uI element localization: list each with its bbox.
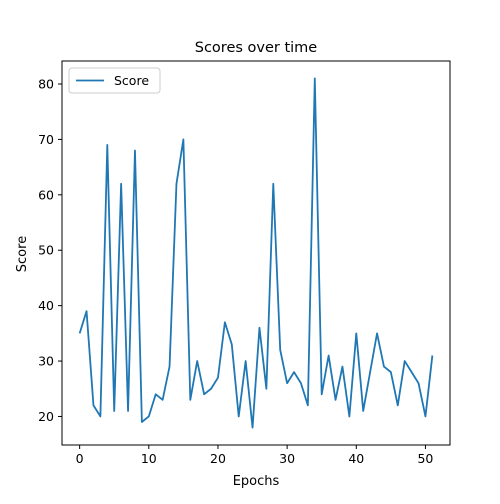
data-point — [424, 415, 426, 417]
data-point — [404, 360, 406, 362]
y-tick-label: 50 — [38, 243, 54, 258]
data-point — [279, 349, 281, 351]
data-point — [85, 310, 87, 312]
x-axis-ticks: 0 10 20 30 40 50 — [76, 445, 433, 466]
data-point — [390, 371, 392, 373]
data-point — [334, 399, 336, 401]
data-point — [410, 371, 412, 373]
x-tick-label: 0 — [76, 451, 84, 466]
x-axis-label: Epochs — [233, 474, 280, 489]
data-point — [224, 321, 226, 323]
data-point — [127, 410, 129, 412]
data-point — [300, 382, 302, 384]
y-tick-label: 60 — [38, 187, 54, 202]
y-tick-label: 40 — [38, 298, 54, 313]
data-point — [348, 415, 350, 417]
data-point — [161, 399, 163, 401]
data-point — [182, 138, 184, 140]
data-point — [141, 421, 143, 423]
data-point — [175, 183, 177, 185]
data-point — [238, 415, 240, 417]
data-point — [99, 415, 101, 417]
data-point — [148, 415, 150, 417]
data-point — [383, 365, 385, 367]
data-point — [168, 365, 170, 367]
data-point — [327, 354, 329, 356]
data-point — [265, 388, 267, 390]
data-point — [369, 371, 371, 373]
data-point — [203, 393, 205, 395]
y-tick-label: 20 — [38, 409, 54, 424]
data-point — [417, 382, 419, 384]
data-point — [307, 404, 309, 406]
data-point — [217, 376, 219, 378]
legend-box — [68, 67, 161, 94]
data-point — [258, 327, 260, 329]
data-point — [196, 360, 198, 362]
data-point — [155, 393, 157, 395]
data-point — [189, 399, 191, 401]
data-point — [92, 404, 94, 406]
data-point — [341, 365, 343, 367]
data-point — [314, 77, 316, 79]
data-point — [293, 371, 295, 373]
data-point — [244, 360, 246, 362]
chart-title: Scores over time — [195, 40, 318, 56]
data-point — [113, 410, 115, 412]
data-point — [120, 183, 122, 185]
y-tick-label: 70 — [38, 132, 54, 147]
plot-layer — [78, 77, 434, 429]
y-tick-label: 80 — [38, 76, 54, 91]
x-tick-label: 20 — [210, 451, 226, 466]
x-tick-label: 50 — [417, 451, 433, 466]
x-tick-label: 40 — [348, 451, 364, 466]
data-point — [251, 426, 253, 428]
data-point — [355, 332, 357, 334]
data-point — [321, 393, 323, 395]
x-tick-label: 10 — [141, 451, 157, 466]
y-axis-ticks: 20 30 40 50 60 70 80 — [38, 76, 62, 424]
y-axis-label: Score — [15, 236, 30, 272]
data-point — [286, 382, 288, 384]
plot-frame — [61, 60, 451, 446]
data-point — [376, 332, 378, 334]
series-line-score — [78, 77, 434, 429]
legend: Score — [68, 67, 161, 94]
legend-label-score: Score — [114, 73, 149, 88]
x-tick-label: 30 — [279, 451, 295, 466]
data-point — [210, 388, 212, 390]
data-point — [134, 149, 136, 151]
data-point — [106, 144, 108, 146]
data-point — [272, 183, 274, 185]
data-point — [231, 343, 233, 345]
data-point — [431, 354, 433, 356]
data-point — [362, 410, 364, 412]
data-point — [397, 404, 399, 406]
data-point — [78, 332, 80, 334]
y-tick-label: 30 — [38, 354, 54, 369]
